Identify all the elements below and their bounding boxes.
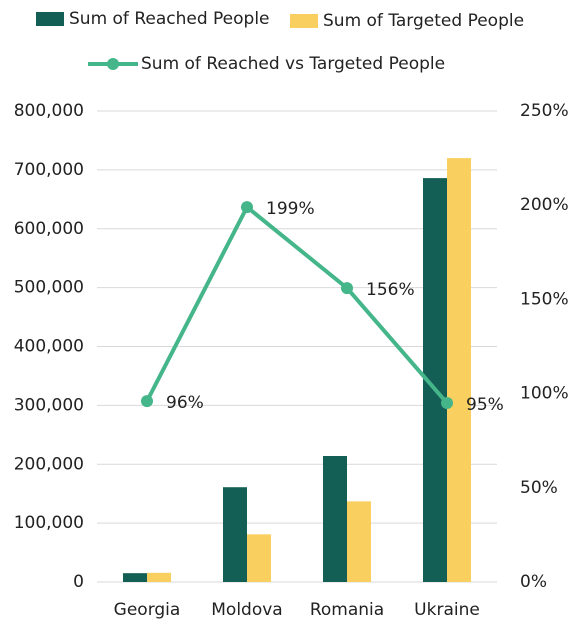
- point: [141, 395, 153, 408]
- data-label: 156%: [366, 280, 415, 300]
- y2-tick-label: 250%: [520, 101, 569, 121]
- y2-tick-label: 0%: [520, 572, 547, 592]
- legend-marker: [107, 58, 119, 70]
- point: [241, 201, 253, 214]
- bar: [247, 534, 271, 582]
- data-label: 199%: [266, 199, 315, 219]
- y2-tick-label: 150%: [520, 289, 569, 309]
- legend-swatch: [36, 12, 64, 26]
- x-tick-label: Ukraine: [414, 600, 480, 620]
- legend-label: Sum of Reached vs Targeted People: [141, 54, 445, 74]
- bar: [123, 573, 147, 582]
- y-tick-label: 0: [73, 572, 84, 592]
- y-tick-label: 400,000: [14, 337, 84, 357]
- y-tick-label: 700,000: [14, 160, 84, 180]
- y-tick-label: 300,000: [14, 395, 84, 415]
- data-label: 95%: [466, 395, 504, 415]
- data-label: 96%: [166, 393, 204, 413]
- y-tick-label: 600,000: [14, 219, 84, 239]
- bar: [447, 158, 471, 582]
- x-tick-label: Romania: [310, 600, 384, 620]
- y-tick-label: 800,000: [14, 101, 84, 121]
- y2-tick-label: 100%: [520, 384, 569, 404]
- legend-label: Sum of Reached People: [69, 9, 270, 29]
- y-tick-label: 500,000: [14, 278, 84, 298]
- y-tick-label: 100,000: [14, 513, 84, 533]
- bar: [323, 456, 347, 582]
- bar: [347, 501, 371, 582]
- x-tick-label: Georgia: [114, 600, 181, 620]
- bar: [147, 572, 171, 582]
- point: [341, 282, 353, 295]
- point: [441, 397, 453, 410]
- x-tick-label: Moldova: [211, 600, 282, 620]
- y2-tick-label: 50%: [520, 478, 558, 498]
- bar: [223, 487, 247, 582]
- y2-tick-label: 200%: [520, 195, 569, 215]
- legend-swatch: [290, 14, 318, 28]
- legend-label: Sum of Targeted People: [323, 11, 524, 31]
- y-tick-label: 200,000: [14, 454, 84, 474]
- line: [145, 203, 449, 405]
